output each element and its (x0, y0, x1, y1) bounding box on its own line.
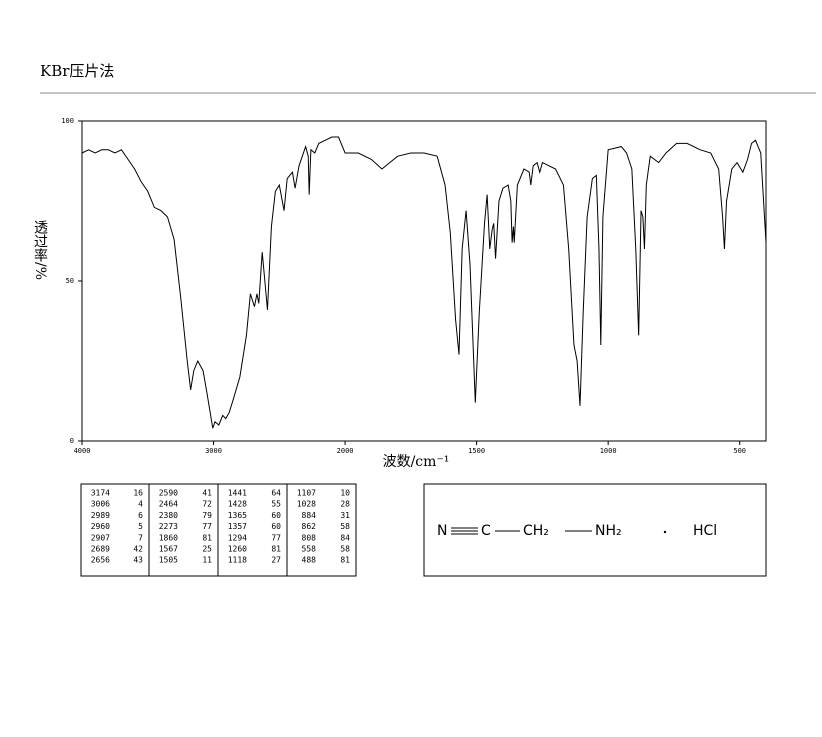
table-cell: 3006 (91, 500, 110, 509)
table-cell: 2907 (91, 533, 110, 542)
table-cell: 72 (202, 500, 212, 509)
table-cell: 1294 (228, 533, 247, 542)
table-cell: 11 (202, 556, 212, 565)
y-tick-label: 0 (70, 437, 74, 445)
table-cell: 10 (340, 489, 350, 498)
table-cell: 3174 (91, 489, 110, 498)
table-cell: 558 (302, 545, 317, 554)
x-axis-label: 波数/cm⁻¹ (383, 454, 450, 470)
table-cell: 1107 (297, 489, 316, 498)
table-cell: 7 (138, 533, 143, 542)
atom: N (437, 523, 447, 539)
salt: HCl (693, 523, 717, 539)
table-cell: 2689 (91, 545, 110, 554)
x-tick-label: 500 (733, 447, 746, 455)
table-cell: 1118 (228, 556, 247, 565)
x-tick-label: 2000 (337, 447, 354, 455)
atom: C (481, 523, 491, 539)
table-cell: 488 (302, 556, 317, 565)
x-tick-label: 1500 (468, 447, 485, 455)
table-cell: 16 (133, 489, 143, 498)
structure-frame (423, 483, 767, 577)
x-tick-label: 3000 (205, 447, 222, 455)
table-cell: 1505 (159, 556, 178, 565)
table-cell: 28 (340, 500, 350, 509)
table-cell: 60 (271, 511, 281, 520)
table-cell: 2960 (91, 522, 110, 531)
table-cell: 808 (302, 533, 317, 542)
table-cell: 2656 (91, 556, 110, 565)
header-title: KBr压片法 (40, 62, 114, 80)
table-cell: 1260 (228, 545, 247, 554)
table-cell: 81 (271, 545, 281, 554)
table-cell: 81 (340, 556, 350, 565)
table-cell: 77 (202, 522, 212, 531)
table-cell: 884 (302, 511, 317, 520)
table-cell: 1567 (159, 545, 178, 554)
table-cell: 1428 (228, 500, 247, 509)
table-cell: 55 (271, 500, 281, 509)
table-cell: 1365 (228, 511, 247, 520)
structure: N C CH₂ NH₂ HCl (437, 523, 717, 539)
table-cell: 27 (271, 556, 281, 565)
table-cell: 25 (202, 545, 212, 554)
y-axis-label: 透过率/% (32, 220, 48, 280)
table-cell: 31 (340, 511, 350, 520)
table-cell: 2380 (159, 511, 178, 520)
table-cell: 2590 (159, 489, 178, 498)
table-cell: 81 (202, 533, 212, 542)
table-cell: 862 (302, 522, 317, 531)
table-cell: 1357 (228, 522, 247, 531)
y-tick-label: 100 (61, 117, 74, 125)
table-cell: 42 (133, 545, 143, 554)
table-cell: 6 (138, 511, 143, 520)
table-cell: 64 (271, 489, 281, 498)
table-cell: 2273 (159, 522, 178, 531)
table-cell: 1441 (228, 489, 247, 498)
plot-frame (81, 120, 767, 442)
x-tick-label: 1000 (600, 447, 617, 455)
atom: CH₂ (523, 523, 549, 539)
table-cell: 1028 (297, 500, 316, 509)
table-cell: 77 (271, 533, 281, 542)
table-cell: 58 (340, 522, 350, 531)
table-cell: 5 (138, 522, 143, 531)
y-tick-label: 50 (66, 277, 74, 285)
x-tick-label: 4000 (74, 447, 91, 455)
table-cell: 58 (340, 545, 350, 554)
plot: 4000 3000 2000 1500 1000 500 0 50 100 (61, 117, 767, 455)
table-cell: 79 (202, 511, 212, 520)
table-cell: 60 (271, 522, 281, 531)
table-cell: 84 (340, 533, 350, 542)
spectrum-line (81, 136, 767, 429)
table-cell: 2464 (159, 500, 178, 509)
table-cell: 43 (133, 556, 143, 565)
atom: NH₂ (595, 523, 622, 539)
salt-dot (663, 530, 667, 534)
table-cell: 41 (202, 489, 212, 498)
peak-table: 3174 16 3006 4 2989 6 2960 5 2907 7 2689 42 2656 43 25… (91, 489, 350, 565)
table-cell: 2989 (91, 511, 110, 520)
table-cell: 4 (138, 500, 143, 509)
table-cell: 1860 (159, 533, 178, 542)
